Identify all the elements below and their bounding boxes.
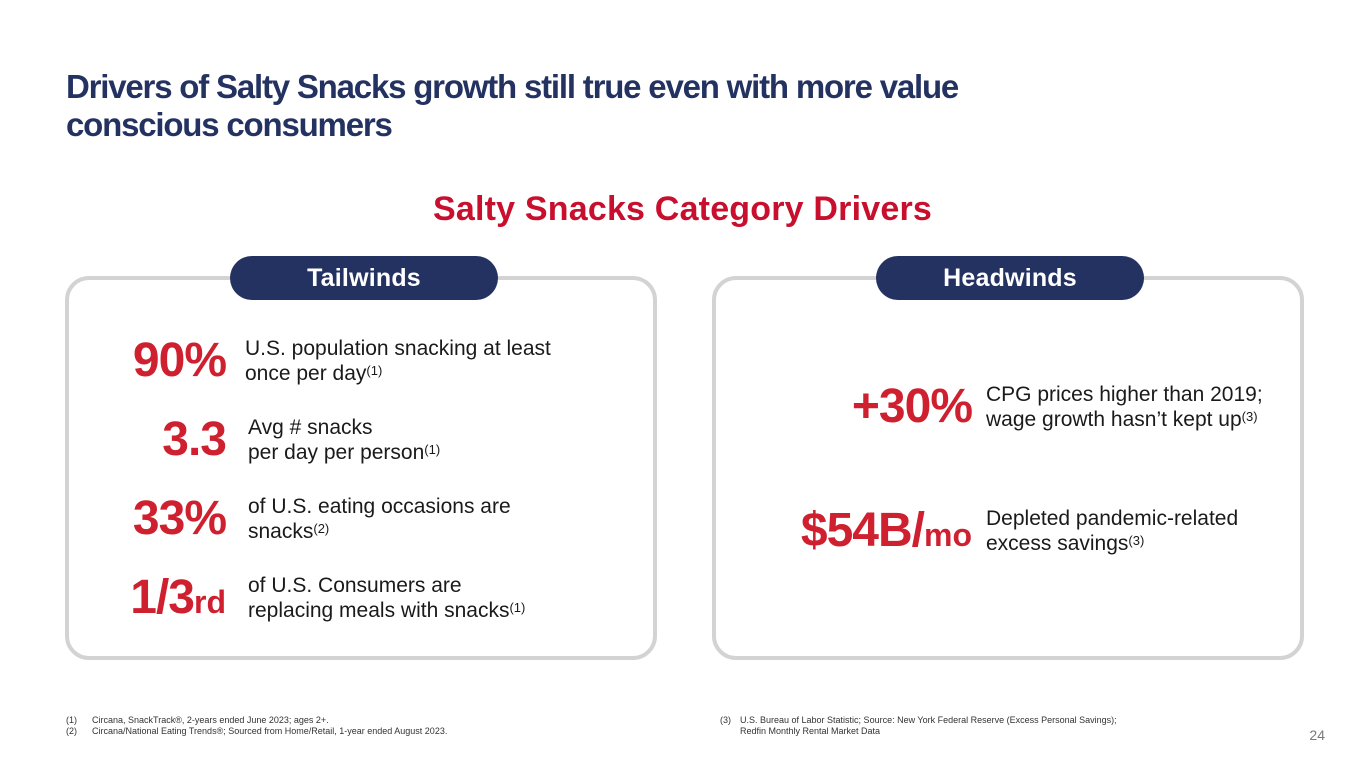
title-line-2: conscious consumers (66, 106, 393, 143)
footnote: (2) Circana/National Eating Trends®; Sour… (66, 726, 448, 736)
tailwinds-pill: Tailwinds (230, 256, 498, 300)
footnotes-left: (1) Circana, SnackTrack®, 2-years ended J… (66, 715, 447, 737)
stat-value: 90% (132, 334, 227, 387)
footnote: Redfin Monthly Rental Market Data (740, 726, 881, 736)
title-line-1: Drivers of Salty Snacks growth still tru… (66, 68, 959, 105)
headwinds-pill: Headwinds (876, 256, 1144, 300)
tailwind-stat-3: 33% of U.S. eating occasions are snacks(… (100, 494, 511, 544)
footnotes-right: (3) U.S. Bureau of Labor Statistic; Sourc… (720, 715, 1117, 737)
page-title: Drivers of Salty Snacks growth still tru… (66, 68, 1066, 144)
headwinds-panel (712, 276, 1304, 660)
stat-value: 33% (132, 492, 227, 545)
footnote: (3) U.S. Bureau of Labor Statistic; Sourc… (720, 715, 1117, 725)
stat-description: CPG prices higher than 2019; wage growth… (986, 383, 1263, 431)
headwind-stat-2: $54B/mo Depleted pandemic-related excess… (740, 506, 1238, 556)
stat-description: Depleted pandemic-related excess savings… (986, 507, 1239, 555)
stat-description: U.S. population snacking at least once p… (245, 337, 551, 385)
tailwind-stat-1: 90% U.S. population snacking at least on… (100, 336, 551, 386)
stat-description: of U.S. Consumers are replacing meals wi… (248, 574, 526, 622)
page-number: 24 (1309, 727, 1325, 743)
stat-value: 3.3 (162, 413, 227, 466)
stat-description: Avg # snacks per day per person(1) (248, 416, 441, 464)
tailwind-stat-4: 1/3rd of U.S. Consumers are replacing me… (100, 573, 525, 623)
stat-value: $54B/mo (800, 504, 972, 557)
section-subtitle: Salty Snacks Category Drivers (432, 190, 933, 228)
stat-description: of U.S. eating occasions are snacks(2) (248, 495, 511, 543)
footnote: (1) Circana, SnackTrack®, 2-years ended J… (66, 715, 329, 725)
stat-value: 1/3rd (130, 571, 226, 624)
stat-value: +30% (851, 380, 973, 433)
headwind-stat-1: +30% CPG prices higher than 2019; wage g… (780, 382, 1263, 432)
tailwind-stat-2: 3.3 Avg # snacks per day per person(1) (100, 415, 440, 465)
